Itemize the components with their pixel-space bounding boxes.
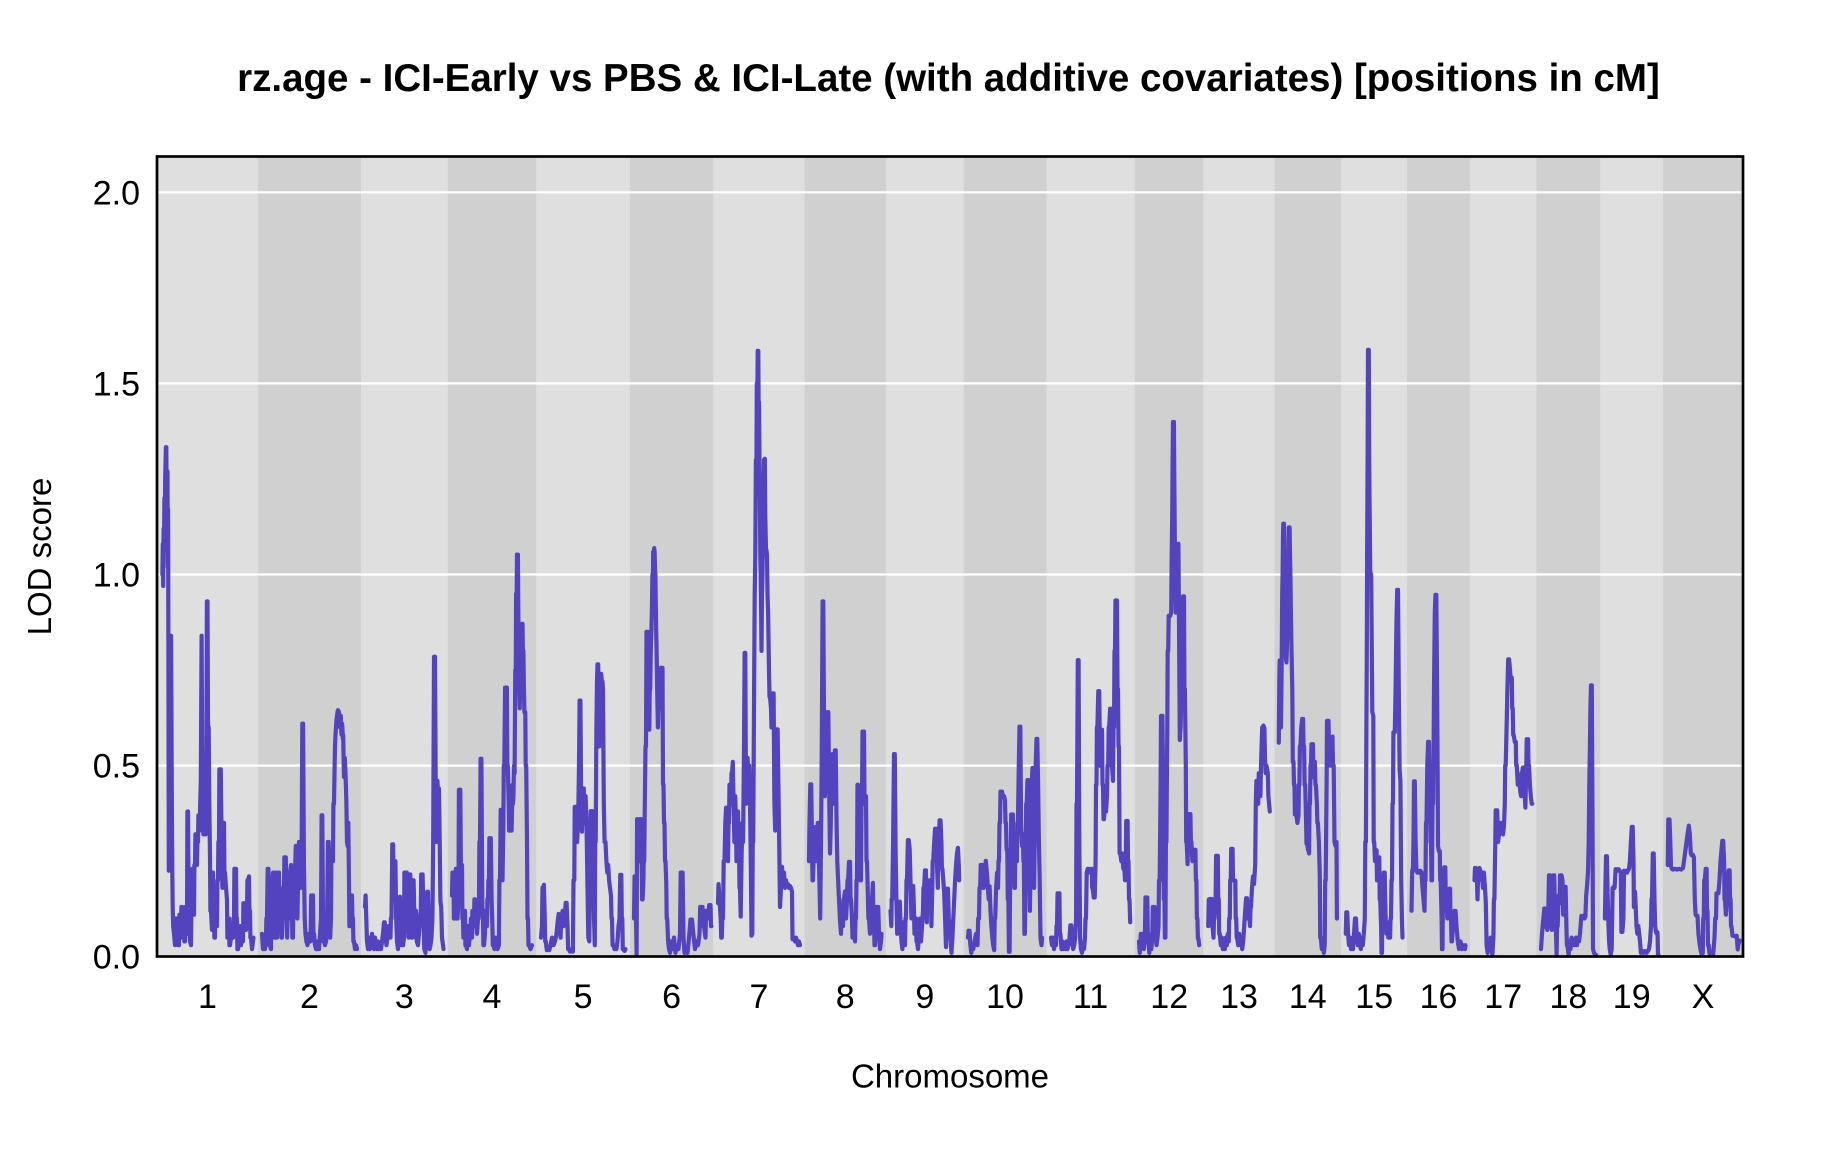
svg-text:9: 9 xyxy=(915,978,934,1016)
svg-text:17: 17 xyxy=(1484,978,1522,1016)
svg-text:13: 13 xyxy=(1220,978,1258,1016)
svg-text:1.0: 1.0 xyxy=(93,557,140,595)
svg-text:X: X xyxy=(1692,978,1715,1016)
svg-text:11: 11 xyxy=(1073,978,1108,1016)
svg-text:12: 12 xyxy=(1150,978,1188,1016)
svg-text:1.5: 1.5 xyxy=(93,365,140,403)
svg-text:Chromosome: Chromosome xyxy=(851,1058,1049,1095)
svg-text:5: 5 xyxy=(574,978,593,1016)
svg-text:6: 6 xyxy=(662,978,681,1016)
svg-text:10: 10 xyxy=(986,978,1024,1016)
svg-text:8: 8 xyxy=(836,978,855,1016)
svg-text:3: 3 xyxy=(395,978,414,1016)
svg-text:7: 7 xyxy=(749,978,768,1016)
svg-text:15: 15 xyxy=(1355,978,1393,1016)
svg-text:19: 19 xyxy=(1613,978,1651,1016)
svg-text:1: 1 xyxy=(198,978,217,1016)
svg-text:0.5: 0.5 xyxy=(93,748,140,786)
svg-text:LOD score: LOD score xyxy=(21,478,58,636)
svg-text:2.0: 2.0 xyxy=(93,174,140,212)
svg-text:2: 2 xyxy=(300,978,319,1016)
svg-text:4: 4 xyxy=(483,978,502,1016)
svg-text:16: 16 xyxy=(1420,978,1458,1016)
svg-text:rz.age - ICI-Early vs PBS & IC: rz.age - ICI-Early vs PBS & ICI-Late (wi… xyxy=(237,57,1660,100)
svg-text:18: 18 xyxy=(1549,978,1587,1016)
svg-text:0.0: 0.0 xyxy=(93,939,140,977)
svg-text:14: 14 xyxy=(1289,978,1327,1016)
